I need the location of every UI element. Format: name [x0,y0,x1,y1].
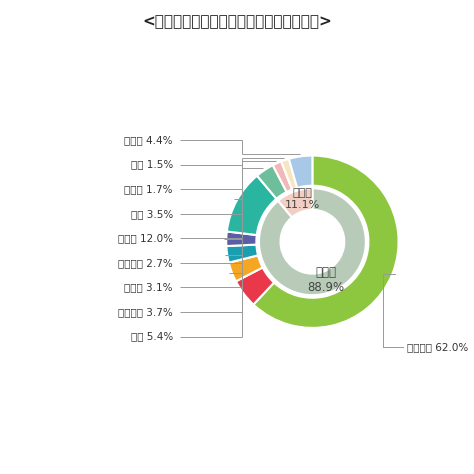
Text: 台湾 1.5%: 台湾 1.5% [130,160,173,170]
Text: <対象インデックスの国・地域別構成比率>: <対象インデックスの国・地域別構成比率> [142,14,332,29]
Text: フランス 2.7%: フランス 2.7% [118,258,173,268]
Wedge shape [289,155,312,188]
Wedge shape [227,176,276,235]
Wedge shape [259,188,366,295]
Wedge shape [273,162,292,192]
Text: 日本 5.4%: 日本 5.4% [130,331,173,342]
Text: 中国 3.5%: 中国 3.5% [130,209,173,219]
Text: 先進国
88.9%: 先進国 88.9% [308,266,345,294]
Wedge shape [278,188,312,217]
Text: イギリス 3.7%: イギリス 3.7% [118,307,173,317]
Text: カナダ 3.1%: カナダ 3.1% [124,283,173,292]
Wedge shape [227,245,258,263]
Wedge shape [236,267,274,305]
Text: 新腴国
11.1%: 新腴国 11.1% [284,188,320,210]
Circle shape [281,210,344,273]
Text: インド 1.7%: インド 1.7% [124,184,173,194]
Wedge shape [257,165,287,199]
Wedge shape [281,159,297,190]
Text: アメリカ 62.0%: アメリカ 62.0% [407,342,468,352]
Text: その他 4.4%: その他 4.4% [124,135,173,145]
Text: その他 12.0%: その他 12.0% [118,233,173,243]
Wedge shape [229,255,263,282]
Wedge shape [226,231,257,246]
Wedge shape [254,155,399,328]
